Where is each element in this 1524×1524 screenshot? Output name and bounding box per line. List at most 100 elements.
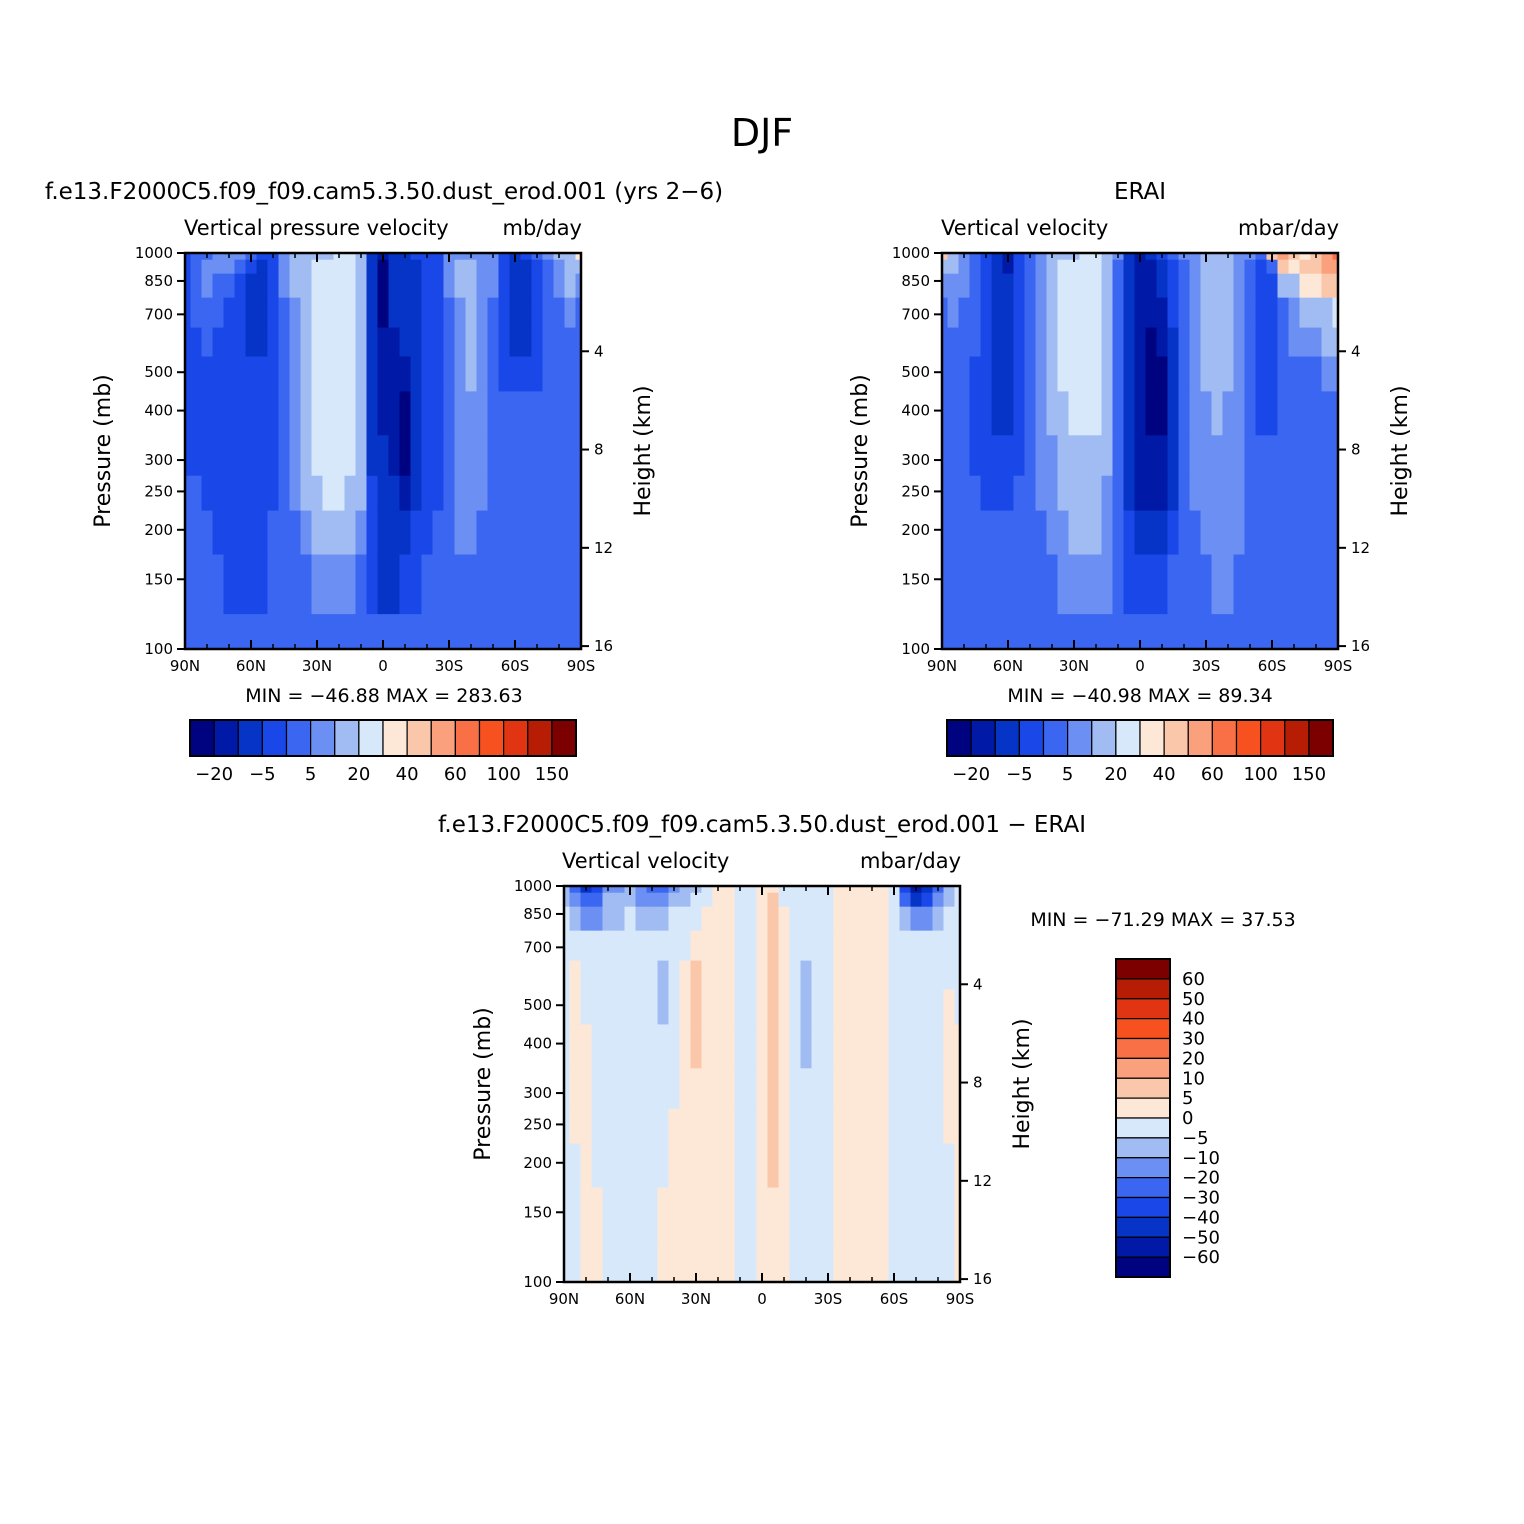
field-cell xyxy=(564,475,577,512)
field-cell xyxy=(355,554,368,615)
colorbar-label: 150 xyxy=(535,764,569,785)
field-cell xyxy=(1090,273,1103,299)
x-tick-label: 60S xyxy=(501,657,530,675)
x-tick-label: 30N xyxy=(1059,657,1089,675)
field-cell xyxy=(942,327,949,358)
field-cell xyxy=(932,1068,945,1110)
field-cell xyxy=(531,554,544,615)
field-cell xyxy=(1321,554,1334,615)
field-cell xyxy=(866,1024,879,1069)
field-cell xyxy=(943,1068,956,1110)
field-cell xyxy=(300,510,313,556)
field-cell xyxy=(734,1024,747,1069)
field-cell xyxy=(569,930,582,962)
field-cell xyxy=(498,273,511,299)
field-cell xyxy=(1046,614,1059,649)
field-cell xyxy=(1288,391,1301,436)
field-cell xyxy=(201,554,214,615)
field-cell xyxy=(991,391,1004,436)
field-cell xyxy=(487,273,500,299)
field-cell xyxy=(778,892,791,908)
field-cell xyxy=(811,1068,824,1110)
field-cell xyxy=(212,475,225,512)
x-tick-label: 60S xyxy=(880,1290,909,1308)
field-cell xyxy=(1156,391,1169,436)
field-cell xyxy=(690,1187,703,1248)
field-cell xyxy=(745,989,758,1025)
field-cell xyxy=(789,892,802,908)
field-cell xyxy=(1002,297,1015,329)
field-cell xyxy=(366,510,379,556)
field-cell xyxy=(947,435,960,477)
field-cell xyxy=(553,356,566,392)
field-cell xyxy=(454,614,467,649)
field-cell xyxy=(712,930,725,962)
field-cell xyxy=(1233,327,1246,358)
field-cell xyxy=(1057,391,1070,436)
field-cell xyxy=(690,1108,703,1145)
field-cell xyxy=(657,1024,670,1069)
field-cell xyxy=(811,1187,824,1248)
field-cell xyxy=(947,475,960,512)
colorbar-label: 5 xyxy=(305,764,316,785)
field-cell xyxy=(877,1068,890,1110)
field-cell xyxy=(1321,297,1334,329)
field-cell xyxy=(245,614,258,649)
field-cell xyxy=(1277,253,1290,261)
field-cell xyxy=(701,1187,714,1248)
field-cell xyxy=(1145,510,1158,556)
field-cell xyxy=(657,1187,670,1248)
field-cell xyxy=(1288,356,1301,392)
field-cell xyxy=(569,1247,582,1282)
field-cell xyxy=(520,614,533,649)
field-cell xyxy=(564,930,571,962)
panel-diff-y-axis-title: Pressure (mb) xyxy=(471,1007,496,1161)
field-cell xyxy=(745,906,758,932)
field-cell xyxy=(388,391,401,436)
field-cell xyxy=(564,259,577,275)
field-cell xyxy=(811,1247,824,1282)
field-cell xyxy=(723,886,736,894)
field-cell xyxy=(679,1108,692,1145)
field-cell xyxy=(1035,253,1048,261)
field-cell xyxy=(1332,435,1338,477)
field-cell xyxy=(443,475,456,512)
field-cell xyxy=(234,391,247,436)
field-cell xyxy=(712,1024,725,1069)
field-cell xyxy=(1233,435,1246,477)
field-cell xyxy=(800,892,813,908)
field-cell xyxy=(256,273,269,299)
field-cell xyxy=(223,435,236,477)
field-cell xyxy=(185,297,192,329)
field-cell xyxy=(756,892,769,908)
field-cell xyxy=(185,253,192,261)
field-cell xyxy=(591,1108,604,1145)
field-cell xyxy=(1299,253,1312,261)
field-cell xyxy=(958,614,971,649)
field-cell xyxy=(300,297,313,329)
field-cell xyxy=(212,297,225,329)
field-cell xyxy=(278,327,291,358)
field-cell xyxy=(575,510,581,556)
field-cell xyxy=(943,1247,956,1282)
field-cell xyxy=(921,1247,934,1282)
field-cell xyxy=(613,1068,626,1110)
colorbar-label: 5 xyxy=(1182,1088,1193,1109)
field-cell xyxy=(1167,327,1180,358)
field-cell xyxy=(355,435,368,477)
field-cell xyxy=(1090,510,1103,556)
colorbar-box xyxy=(1308,719,1334,757)
field-cell xyxy=(646,960,659,991)
field-cell xyxy=(1024,259,1037,275)
field-cell xyxy=(234,253,247,261)
field-cell xyxy=(646,1108,659,1145)
field-cell xyxy=(1156,554,1169,615)
field-cell xyxy=(942,614,949,649)
colorbar-label: 20 xyxy=(1104,764,1127,785)
field-cell xyxy=(1024,475,1037,512)
field-cell xyxy=(509,259,522,275)
field-cell xyxy=(234,554,247,615)
field-cell xyxy=(1299,614,1312,649)
field-cell xyxy=(1200,273,1213,299)
field-cell xyxy=(1013,259,1026,275)
